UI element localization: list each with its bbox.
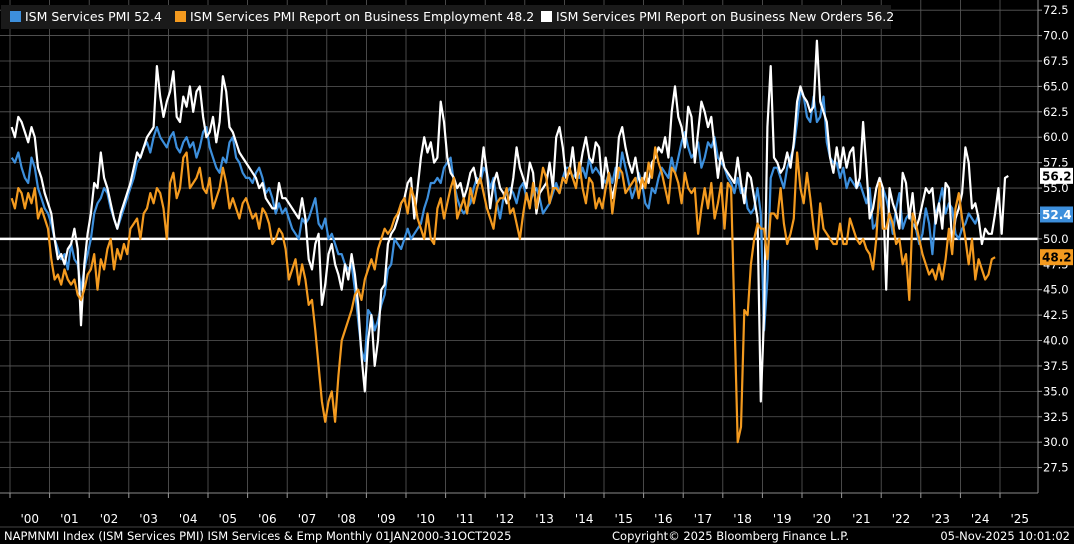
series-line-0 xyxy=(10,90,980,362)
last-value-flag-box xyxy=(1040,167,1073,184)
legend-swatch xyxy=(175,11,186,22)
legend-background xyxy=(1,5,891,29)
x-tick-label: '24 xyxy=(971,512,990,526)
x-tick-label: '09 xyxy=(377,512,396,526)
y-tick-label: 35.0 xyxy=(1043,384,1069,398)
y-tick-label: 32.5 xyxy=(1043,410,1069,424)
x-tick-label: '00 xyxy=(21,512,40,526)
y-tick-label: 65.0 xyxy=(1043,79,1069,93)
last-value-flag-label: 48.2 xyxy=(1042,251,1072,265)
y-tick-label: 45.0 xyxy=(1043,283,1069,297)
last-value-flag-label: 56.2 xyxy=(1042,169,1072,183)
x-tick-label: '03 xyxy=(139,512,158,526)
legend-swatch xyxy=(541,11,552,22)
y-tick-label: 27.5 xyxy=(1043,461,1069,475)
last-value-flag-0: 52.4 xyxy=(1040,206,1073,223)
last-value-flag-2: 56.2 xyxy=(1040,167,1073,184)
legend-item-0: ISM Services PMI 52.4 xyxy=(10,9,162,24)
legend-swatch xyxy=(10,11,21,22)
x-tick-label: '12 xyxy=(496,512,515,526)
y-tick-label: 67.5 xyxy=(1043,54,1069,68)
y-tick-label: 55.0 xyxy=(1043,181,1069,195)
x-tick-label: '18 xyxy=(733,512,752,526)
legend-series-name: ISM Services PMI Report on Business Empl… xyxy=(190,9,502,24)
x-tick-label: '14 xyxy=(575,512,594,526)
legend-series-name: ISM Services PMI Report on Business New … xyxy=(556,9,862,24)
legend-item-2: ISM Services PMI Report on Business New … xyxy=(541,9,894,24)
y-axis-ticks: 27.530.032.535.037.540.042.545.047.550.0… xyxy=(1038,3,1069,475)
last-value-flags: 52.4 48.2 56.2 xyxy=(1040,167,1073,266)
legend-series-value: 52.4 xyxy=(134,9,162,24)
y-tick-label: 62.5 xyxy=(1043,105,1069,119)
y-tick-label: 72.5 xyxy=(1043,3,1069,17)
x-tick-label: '19 xyxy=(773,512,792,526)
x-tick-label: '21 xyxy=(852,512,871,526)
last-value-flag-box xyxy=(1040,249,1073,266)
y-tick-label: 50.0 xyxy=(1043,232,1069,246)
footer-index-description: NAPMNMI Index (ISM Services PMI) ISM Ser… xyxy=(4,529,511,543)
x-tick-label: '15 xyxy=(615,512,634,526)
footer-timestamp: 05-Nov-2025 10:01:02 xyxy=(940,529,1070,543)
series-line-2 xyxy=(10,39,1009,403)
x-tick-label: '04 xyxy=(179,512,198,526)
y-tick-label: 57.5 xyxy=(1043,156,1069,170)
x-axis-ticks: '00 '01 '02 '03 '04 '05 '06 '07 '08 '09 '10 '11 '12 '… xyxy=(9,493,1030,526)
x-tick-label: '10 xyxy=(417,512,436,526)
y-tick-label: 70.0 xyxy=(1043,29,1069,43)
x-tick-label: '23 xyxy=(931,512,950,526)
last-value-flag-box xyxy=(1040,206,1073,223)
x-tick-label: '02 xyxy=(100,512,119,526)
legend-series-value: 56.2 xyxy=(866,9,894,24)
last-value-flag-label: 52.4 xyxy=(1042,208,1072,222)
x-tick-label: '16 xyxy=(654,512,673,526)
legend-series-value: 48.2 xyxy=(506,9,534,24)
x-tick-label: '08 xyxy=(337,512,356,526)
series-line-1 xyxy=(10,146,996,444)
y-tick-label: 42.5 xyxy=(1043,308,1069,322)
last-value-flag-1: 48.2 xyxy=(1040,249,1073,266)
x-tick-label: '06 xyxy=(258,512,277,526)
y-tick-label: 60.0 xyxy=(1043,130,1069,144)
x-tick-label: '20 xyxy=(813,512,832,526)
legend: ISM Services PMI 52.4 ISM Services PMI Rep… xyxy=(1,5,894,29)
x-tick-label: '01 xyxy=(60,512,79,526)
y-tick-label: 30.0 xyxy=(1043,435,1069,449)
y-tick-label: 40.0 xyxy=(1043,334,1069,348)
series-lines xyxy=(10,39,1009,444)
y-tick-label: 37.5 xyxy=(1043,359,1069,373)
x-tick-label: '13 xyxy=(535,512,554,526)
x-tick-label: '05 xyxy=(219,512,238,526)
x-tick-label: '25 xyxy=(1011,512,1030,526)
x-tick-label: '07 xyxy=(298,512,317,526)
footer-copyright: Copyright© 2025 Bloomberg Finance L.P. xyxy=(612,529,849,543)
legend-series-name: ISM Services PMI xyxy=(25,9,130,24)
x-tick-label: '17 xyxy=(694,512,713,526)
x-tick-label: '22 xyxy=(892,512,911,526)
x-tick-label: '11 xyxy=(456,512,475,526)
legend-item-1: ISM Services PMI Report on Business Empl… xyxy=(175,9,534,24)
